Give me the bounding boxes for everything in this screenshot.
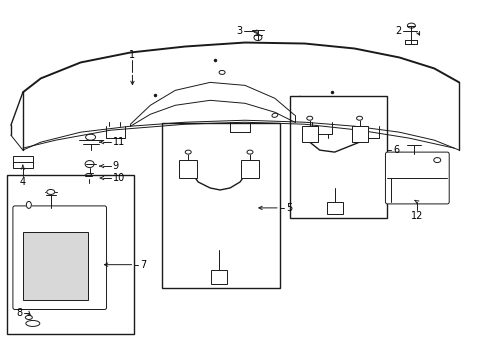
Bar	[179, 160, 197, 178]
Bar	[7, 175, 134, 334]
FancyBboxPatch shape	[386, 152, 449, 204]
Ellipse shape	[185, 150, 191, 154]
Bar	[211, 270, 227, 284]
Text: 7: 7	[141, 260, 147, 270]
Ellipse shape	[85, 161, 94, 167]
Ellipse shape	[47, 189, 55, 194]
Bar	[302, 126, 318, 142]
Text: 1: 1	[129, 50, 136, 60]
Ellipse shape	[434, 158, 441, 163]
Text: 10: 10	[113, 173, 125, 183]
Bar	[352, 126, 368, 142]
Ellipse shape	[357, 116, 363, 120]
Text: 3: 3	[236, 26, 242, 36]
Ellipse shape	[407, 23, 416, 28]
Bar	[327, 202, 343, 214]
FancyBboxPatch shape	[13, 206, 106, 310]
Bar	[241, 160, 259, 178]
Text: 8: 8	[17, 309, 23, 319]
Text: 11: 11	[113, 137, 125, 147]
Ellipse shape	[86, 134, 96, 140]
Ellipse shape	[247, 150, 253, 154]
Text: 12: 12	[411, 211, 423, 221]
Text: 9: 9	[113, 161, 119, 171]
Bar	[290, 96, 388, 218]
Text: 6: 6	[393, 145, 399, 155]
Bar	[13, 156, 33, 168]
Ellipse shape	[85, 174, 92, 179]
Text: 4: 4	[20, 177, 26, 187]
Text: 2: 2	[395, 26, 401, 36]
Bar	[23, 232, 88, 300]
Ellipse shape	[26, 201, 31, 208]
Bar	[162, 123, 280, 288]
Ellipse shape	[307, 116, 313, 120]
Text: 5: 5	[286, 203, 292, 213]
Ellipse shape	[25, 315, 32, 319]
Ellipse shape	[26, 320, 40, 327]
